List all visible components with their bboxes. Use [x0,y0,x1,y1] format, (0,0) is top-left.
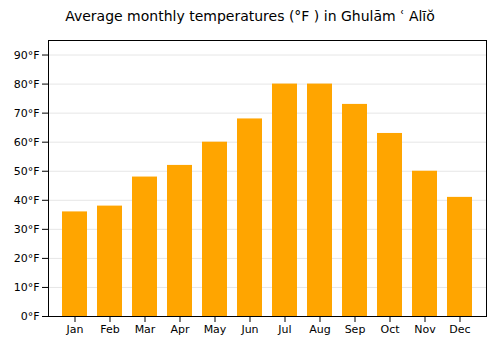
svg-text:Feb: Feb [100,323,119,336]
svg-text:Jun: Jun [240,323,258,336]
svg-text:Dec: Dec [449,323,470,336]
svg-text:30°F: 30°F [14,223,40,236]
svg-text:70°F: 70°F [14,107,40,120]
svg-text:60°F: 60°F [14,136,40,149]
svg-text:40°F: 40°F [14,194,40,207]
svg-text:Sep: Sep [345,323,366,336]
svg-text:0°F: 0°F [21,310,40,323]
svg-text:Mar: Mar [135,323,156,336]
svg-text:May: May [204,323,227,336]
svg-text:Nov: Nov [414,323,436,336]
svg-text:10°F: 10°F [14,281,40,294]
svg-text:80°F: 80°F [14,78,40,91]
svg-text:Jul: Jul [277,323,291,336]
svg-text:Oct: Oct [380,323,400,336]
svg-text:20°F: 20°F [14,252,40,265]
html-text:Average monthly temperatures (: Average monthly temperatures (°F ) in Gh… [65,8,435,24]
svg-text:50°F: 50°F [14,165,40,178]
svg-text:Apr: Apr [170,323,190,336]
svg-text:Jan: Jan [66,323,84,336]
svg-text:Aug: Aug [309,323,330,336]
svg-text:90°F: 90°F [14,49,40,62]
